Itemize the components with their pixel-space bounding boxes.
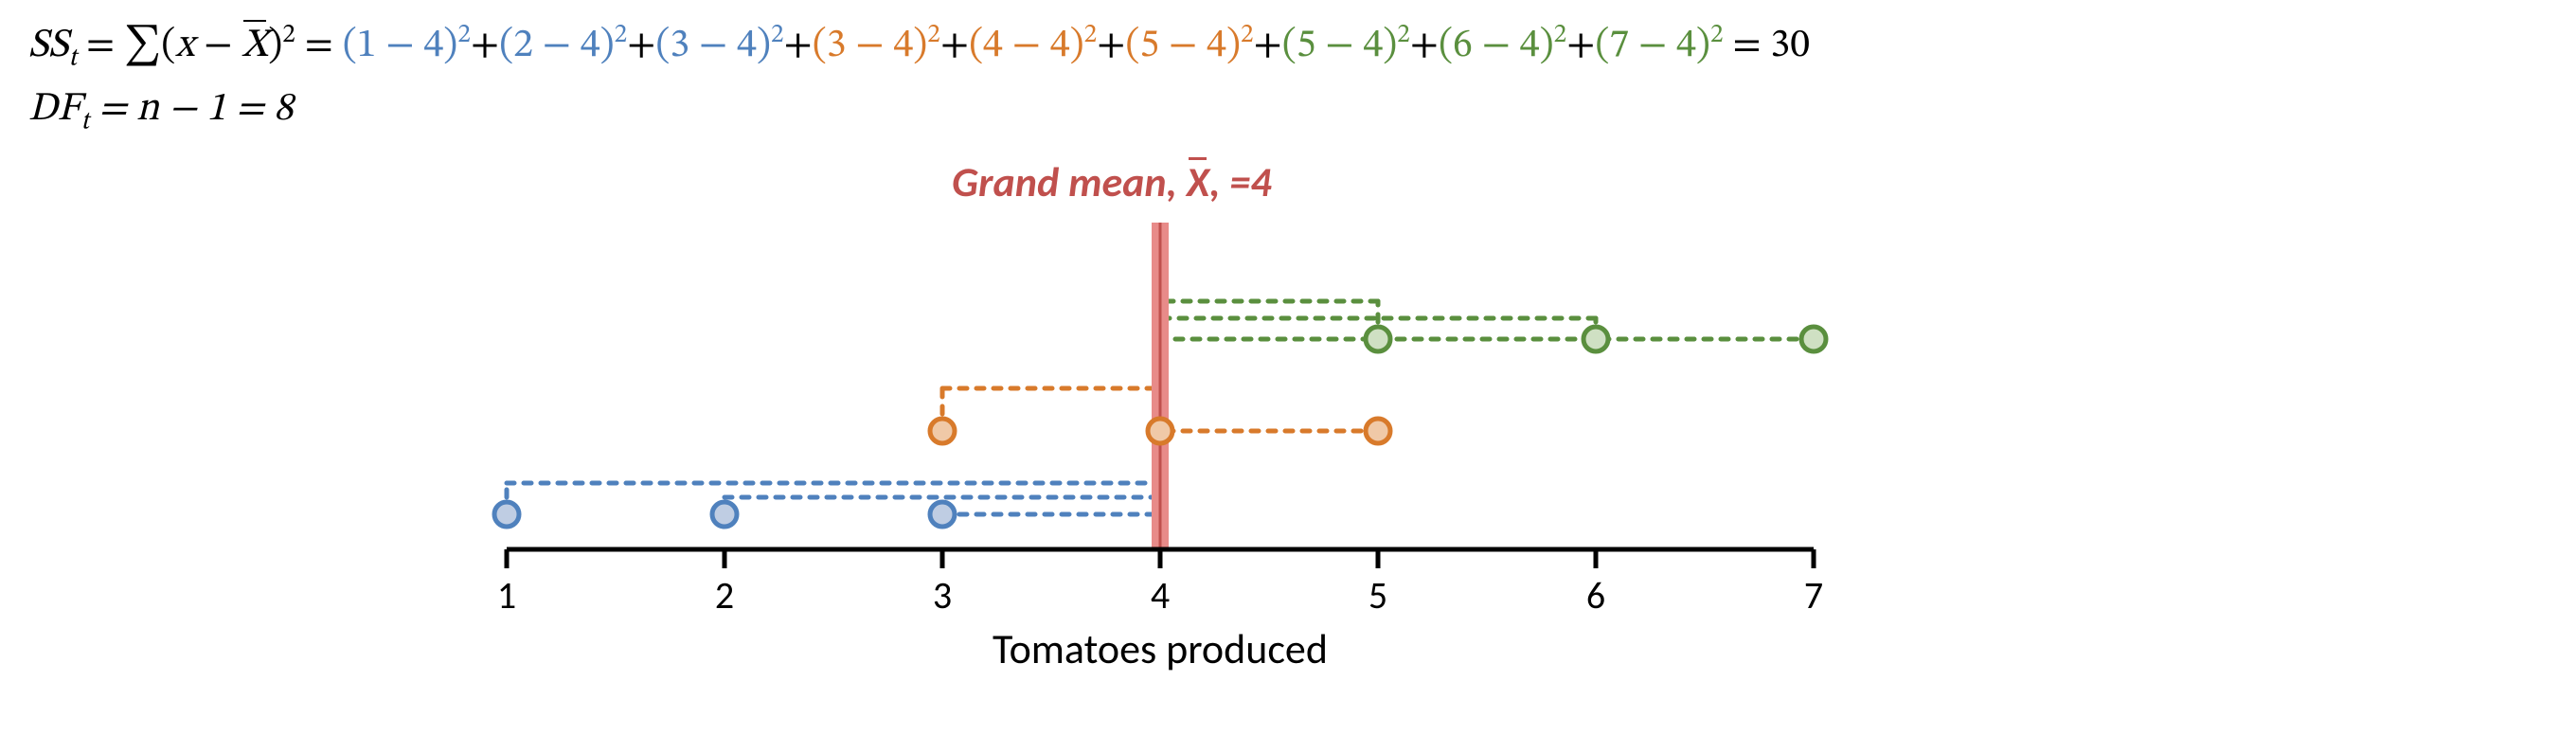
open1: (: [161, 26, 175, 65]
eq1: =: [77, 26, 124, 65]
dot-plot: 1234567Tomatoes produced: [450, 208, 1870, 654]
sq-term: (5 − 4)2: [1125, 26, 1253, 65]
plus: +: [1253, 26, 1281, 65]
plus: +: [783, 26, 812, 65]
ss-var: SS: [28, 26, 68, 65]
svg-text:5: 5: [1368, 572, 1387, 618]
svg-text:2: 2: [715, 572, 734, 618]
eq2: =: [295, 26, 343, 65]
df-equation: DFt = n − 1 = 8: [28, 82, 2548, 140]
ss-result: = 30: [1723, 26, 1810, 65]
plus: +: [1410, 26, 1439, 65]
svg-text:3: 3: [933, 572, 952, 618]
sq1: 2: [282, 23, 295, 48]
title-xbar: X: [1187, 156, 1209, 207]
close1: ): [268, 26, 282, 65]
svg-text:7: 7: [1804, 572, 1823, 618]
ss-sub: t: [68, 45, 77, 71]
plus: +: [940, 26, 969, 65]
plus: +: [627, 26, 655, 65]
title-prefix: Grand mean,: [952, 156, 1187, 207]
sq-term: (3 − 4)2: [655, 26, 783, 65]
sq-term: (4 − 4)2: [969, 26, 1097, 65]
chart-title: Grand mean, X, =4: [952, 156, 1272, 207]
x-var: x: [175, 26, 194, 65]
plus: +: [471, 26, 499, 65]
df-var: DF: [28, 89, 80, 129]
chart-area: 1234567Tomatoes produced: [450, 208, 1870, 654]
ss-equation: SSt = ∑(x − X)2 = (1 − 4)2+(2 − 4)2+(3 −…: [28, 19, 2548, 77]
page-root: SSt = ∑(x − X)2 = (1 − 4)2+(2 − 4)2+(3 −…: [0, 0, 2576, 735]
svg-text:6: 6: [1586, 572, 1605, 618]
df-rhs: = n − 1 = 8: [89, 89, 294, 129]
sum-sym: ∑: [124, 26, 161, 65]
svg-text:Tomatoes produced: Tomatoes produced: [993, 623, 1328, 674]
sq-term: (2 − 4)2: [499, 26, 627, 65]
sq-term: (7 − 4)2: [1595, 26, 1723, 65]
plus: +: [1097, 26, 1125, 65]
sq-term: (1 − 4)2: [343, 26, 471, 65]
xbar1: X: [242, 19, 268, 73]
title-suffix: , =4: [1209, 156, 1272, 207]
squared-terms: (1 − 4)2+(2 − 4)2+(3 − 4)2+(3 − 4)2+(4 −…: [343, 26, 1724, 65]
sq-term: (3 − 4)2: [813, 26, 940, 65]
sq-term: (6 − 4)2: [1439, 26, 1566, 65]
sq-term: (5 − 4)2: [1282, 26, 1410, 65]
plus: +: [1566, 26, 1595, 65]
svg-text:4: 4: [1151, 572, 1170, 618]
svg-text:1: 1: [497, 572, 516, 618]
minus1: −: [194, 26, 242, 65]
df-sub: t: [80, 110, 89, 135]
